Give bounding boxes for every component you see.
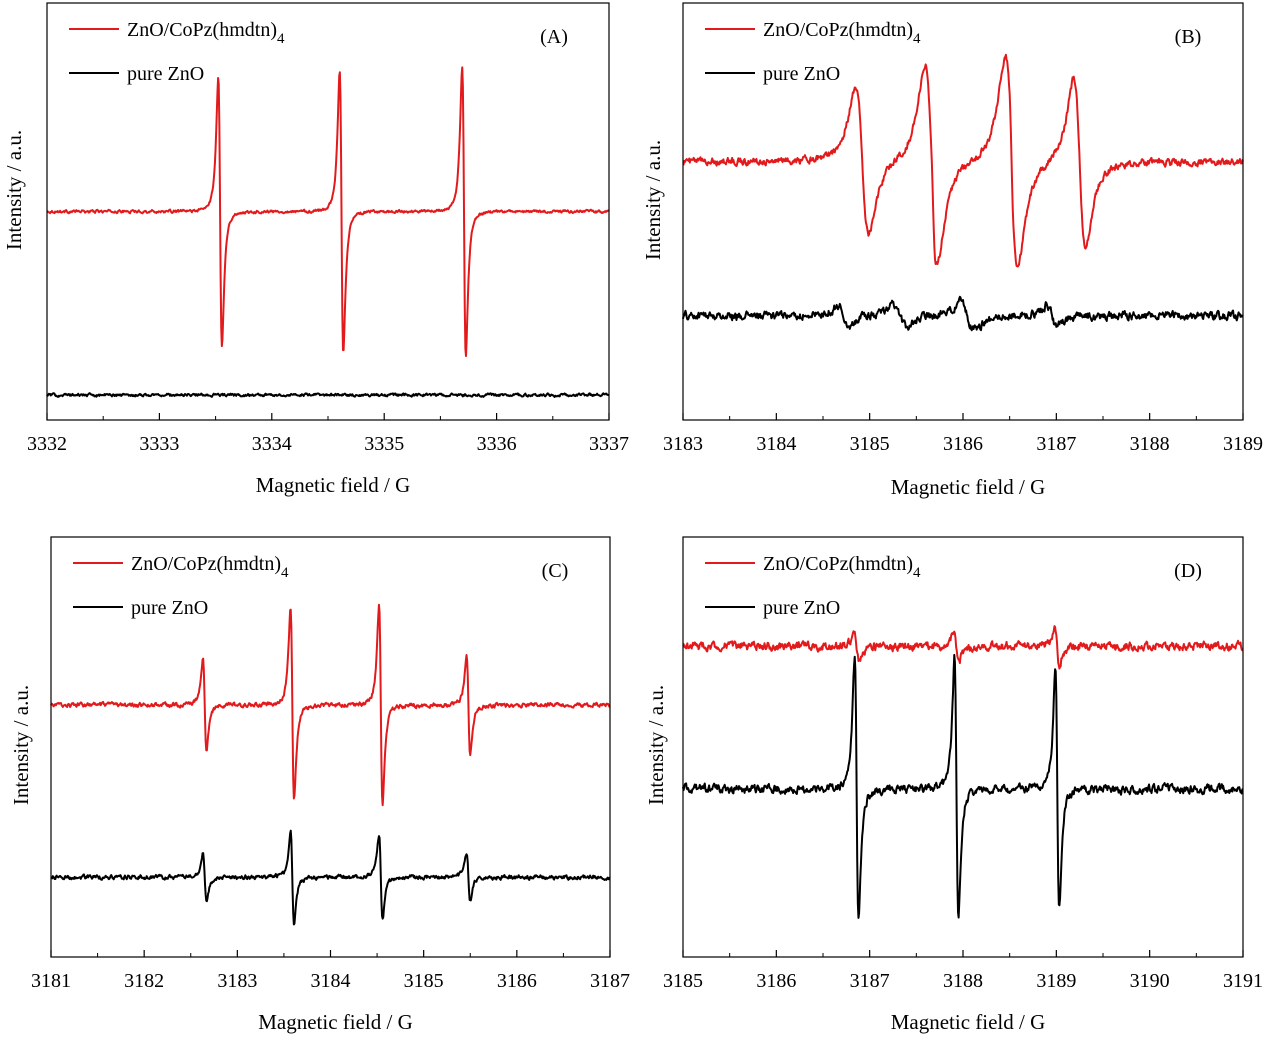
panel-label: (C) xyxy=(542,560,569,582)
x-tick-label: 3184 xyxy=(756,433,796,455)
x-tick-label: 3334 xyxy=(252,433,292,455)
panel-a: 3332 3333 3334 3335 3336 3337 Magnetic field /… xyxy=(2,2,629,497)
x-tick-label: 3333 xyxy=(139,433,179,455)
y-axis-label: Intensity / a.u. xyxy=(9,685,33,805)
legend-label: ZnO/CoPz(hmdtn)4 xyxy=(127,19,285,47)
x-tick-label: 3185 xyxy=(850,433,890,455)
series-line-zno-copz xyxy=(682,625,1244,670)
x-axis-label: Magnetic field / G xyxy=(891,1010,1046,1034)
legend-label: pure ZnO xyxy=(763,597,840,619)
x-axis-label: Magnetic field / G xyxy=(256,473,411,497)
legend: ZnO/CoPz(hmdtn)4 pure ZnO xyxy=(705,553,921,619)
series-line-pure-zno xyxy=(682,653,1244,919)
legend-label: pure ZnO xyxy=(131,597,208,619)
x-tick-label: 3189 xyxy=(1223,433,1263,455)
panel-d: 3185 3186 3187 3188 3189 3190 3191 Magnetic fie… xyxy=(644,536,1263,1034)
y-axis-label: Intensity / a.u. xyxy=(641,140,665,260)
x-tick-label: 3183 xyxy=(217,970,257,992)
x-tick-label: 3332 xyxy=(27,433,67,455)
x-tick-label: 3188 xyxy=(943,970,983,992)
x-tick-label: 3186 xyxy=(497,970,537,992)
panel-c: 3181 3182 3183 3184 3185 3186 3187 Magnetic fie… xyxy=(9,536,630,1034)
series-line-zno-copz xyxy=(682,53,1244,268)
x-tick-label: 3186 xyxy=(943,433,983,455)
y-axis-label: Intensity / a.u. xyxy=(2,130,26,250)
series-line-pure-zno xyxy=(46,392,610,398)
legend-label: pure ZnO xyxy=(127,63,204,85)
panel-b: 3183 3184 3185 3186 3187 3188 3189 Magnetic fie… xyxy=(641,2,1263,499)
x-tick-label: 3336 xyxy=(477,433,517,455)
x-tick-label: 3187 xyxy=(590,970,630,992)
x-tick-label: 3185 xyxy=(404,970,444,992)
series-line-pure-zno xyxy=(682,295,1244,332)
legend: ZnO/CoPz(hmdtn)4 pure ZnO xyxy=(705,19,921,85)
series-line-pure-zno xyxy=(50,829,611,926)
x-axis-label: Magnetic field / G xyxy=(891,475,1046,499)
x-tick-label: 3191 xyxy=(1223,970,1263,992)
legend-label: ZnO/CoPz(hmdtn)4 xyxy=(131,553,289,581)
x-tick-label: 3187 xyxy=(850,970,890,992)
legend-label: ZnO/CoPz(hmdtn)4 xyxy=(763,19,921,47)
x-tick-label: 3181 xyxy=(31,970,71,992)
x-tick-label: 3188 xyxy=(1130,433,1170,455)
x-tick-label: 3185 xyxy=(663,970,703,992)
x-tick-label: 3189 xyxy=(1036,970,1076,992)
x-tick-label: 3182 xyxy=(124,970,164,992)
series-line-zno-copz xyxy=(46,66,610,358)
legend: ZnO/CoPz(hmdtn)4 pure ZnO xyxy=(73,553,289,619)
legend: ZnO/CoPz(hmdtn)4 pure ZnO xyxy=(69,19,285,85)
x-tick-label: 3183 xyxy=(663,433,703,455)
legend-label: pure ZnO xyxy=(763,63,840,85)
x-tick-label: 3337 xyxy=(589,433,629,455)
x-tick-label: 3190 xyxy=(1130,970,1170,992)
x-axis-label: Magnetic field / G xyxy=(258,1010,413,1034)
panel-label: (D) xyxy=(1174,560,1202,582)
x-tick-label: 3186 xyxy=(756,970,796,992)
y-axis-label: Intensity / a.u. xyxy=(644,685,668,805)
x-tick-label: 3335 xyxy=(364,433,404,455)
legend-label: ZnO/CoPz(hmdtn)4 xyxy=(763,553,921,581)
x-tick-label: 3187 xyxy=(1036,433,1076,455)
x-tick-label: 3184 xyxy=(311,970,351,992)
panel-label: (B) xyxy=(1175,26,1202,48)
series-line-zno-copz xyxy=(50,603,611,807)
panel-label: (A) xyxy=(540,26,568,48)
